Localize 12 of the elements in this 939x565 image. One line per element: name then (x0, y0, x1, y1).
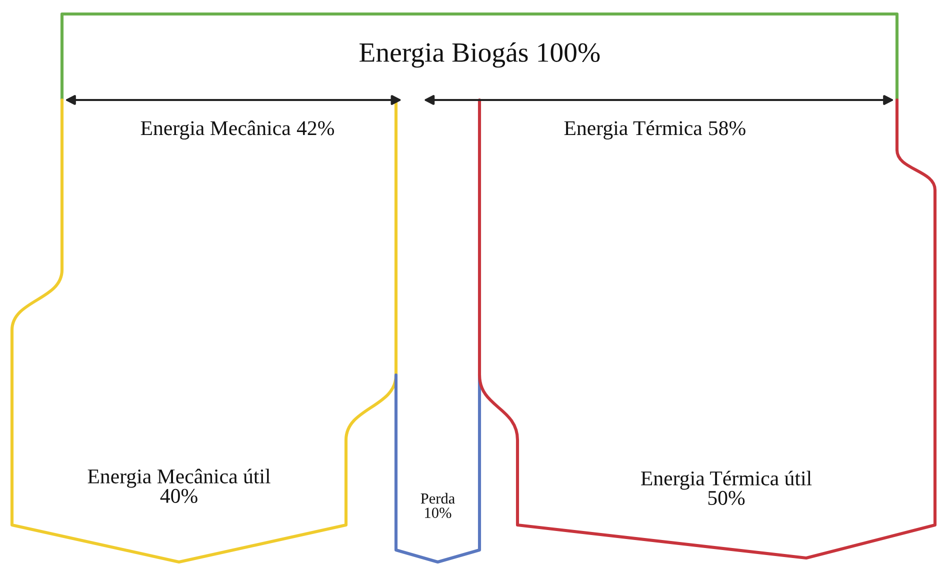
data-label: 58% (709, 121, 746, 136)
data-label: 42% (296, 121, 334, 136)
data-label: 10% (425, 508, 452, 518)
category-label: Energia Térmica útil (641, 470, 812, 490)
data-label: 100% (538, 43, 600, 62)
category-label: Energia Térmica (564, 120, 702, 140)
category-label: Energia Mecânica útil (88, 468, 270, 488)
category-label: Perda (420, 492, 455, 504)
category-label: Energia Biogás (360, 42, 528, 68)
data-label: 40% (160, 488, 198, 504)
data-label: 50% (708, 490, 745, 506)
category-label: Energia Mecânica (140, 120, 291, 140)
